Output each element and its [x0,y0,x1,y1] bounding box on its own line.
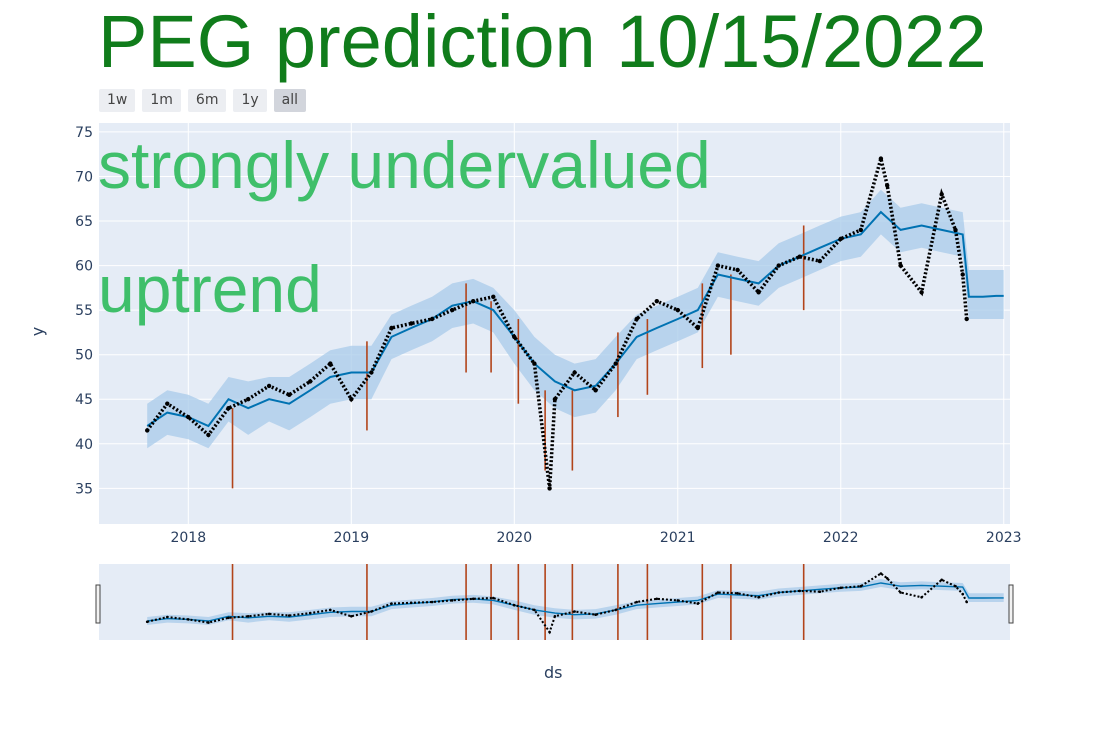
actual-point [736,592,739,595]
plot-area [99,123,1010,524]
y-tick-label: 40 [75,437,93,453]
range-slider-changepoints [231,564,805,640]
chart-title: PEG prediction 10/15/2022 [98,0,987,83]
y-tick-label: 65 [75,214,93,230]
actual-trace [145,151,969,489]
y-tick-labels: 35 40 45 50 55 60 65 70 75 [75,125,93,497]
x-tick-label: 2020 [496,530,532,546]
y-tick-label: 75 [75,125,93,141]
range-button-1y[interactable]: 1y [233,89,267,112]
annotation-valuation: strongly undervalued [98,128,711,202]
x-tick-labels: 2018 2019 2020 2021 2022 2023 [170,530,1021,546]
range-slider-area[interactable] [99,564,1010,640]
range-slider-handle-right[interactable] [1008,584,1014,624]
uncertainty-band [147,189,1004,449]
y-tick-label: 45 [75,392,93,408]
annotation-trend: uptrend [98,252,322,326]
x-tick-label: 2018 [170,530,206,546]
y-tick-label: 55 [75,303,93,319]
y-axis-title: y [28,326,48,337]
y-tick-label: 60 [75,259,93,275]
x-tick-label: 2023 [986,530,1022,546]
uncertainty-band-area [147,189,1004,449]
range-button-6m[interactable]: 6m [187,89,227,112]
y-tick-label: 35 [75,481,93,497]
actual-points [145,151,969,491]
changepoint-lines [231,225,805,489]
x-tick-label: 2021 [660,530,696,546]
y-tick-label: 50 [75,348,93,364]
range-button-1m[interactable]: 1m [142,89,181,112]
x-tick-label: 2019 [333,530,369,546]
actual-point [227,616,230,620]
range-selector: 1w 1m 6m 1y all [99,89,307,112]
x-axis-title: ds [544,663,563,682]
actual-point [655,597,659,601]
range-button-all[interactable]: all [273,89,307,112]
y-tick-label: 70 [75,169,93,185]
actual-point [716,591,720,594]
range-slider-handle-left[interactable] [95,584,101,624]
range-button-1w[interactable]: 1w [99,89,136,112]
x-tick-label: 2022 [823,530,859,546]
range-slider-actual [145,572,968,635]
